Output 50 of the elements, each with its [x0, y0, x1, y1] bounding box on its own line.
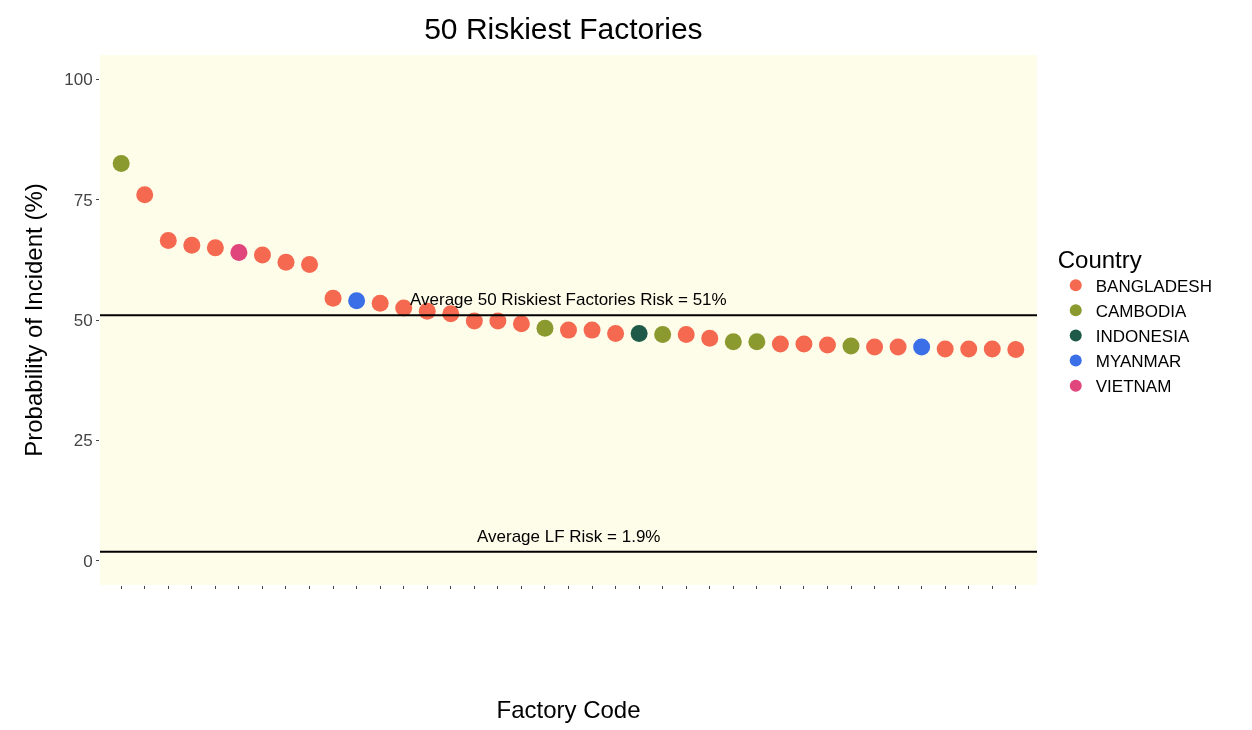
point — [206, 239, 224, 257]
point — [1007, 340, 1025, 358]
point — [112, 154, 130, 172]
point — [183, 236, 201, 254]
point — [348, 292, 366, 310]
ref-line-label: Average LF Risk = 1.9% — [477, 527, 661, 546]
legend-label: VIETNAM — [1095, 377, 1172, 397]
point — [677, 325, 695, 343]
point — [136, 186, 154, 204]
point — [724, 333, 742, 351]
point — [536, 319, 554, 337]
point — [889, 338, 907, 356]
point — [866, 338, 884, 356]
point — [795, 335, 813, 353]
point — [230, 244, 248, 262]
point — [842, 337, 860, 355]
legend-label: CAMBODIA — [1095, 301, 1188, 321]
point — [277, 253, 295, 271]
legend-title: Country — [1057, 245, 1142, 273]
point — [607, 324, 625, 342]
y-tick-label: 0 — [83, 551, 93, 571]
chart-title: 50 Riskiest Factories — [424, 12, 703, 46]
point — [583, 321, 601, 339]
point — [936, 340, 954, 358]
y-tick-label: 25 — [73, 431, 93, 451]
point — [748, 333, 766, 351]
point — [630, 324, 648, 342]
point — [983, 340, 1001, 358]
point — [913, 338, 931, 356]
point — [960, 340, 978, 358]
point — [159, 232, 177, 249]
point — [253, 246, 271, 264]
point — [654, 325, 672, 343]
point — [701, 329, 719, 347]
x-axis-title: Factory Code — [496, 695, 641, 723]
y-tick-label: 50 — [73, 310, 93, 330]
point — [560, 321, 577, 339]
point — [301, 256, 319, 274]
ref-line-label: Average 50 Riskiest Factories Risk = 51% — [410, 290, 727, 309]
point — [771, 335, 789, 353]
legend-label: INDONESIA — [1095, 327, 1190, 347]
y-tick-label: 100 — [64, 70, 93, 90]
legend-label: MYANMAR — [1095, 352, 1182, 372]
point — [512, 315, 530, 333]
point — [818, 336, 836, 354]
legend-label: BANGLADESH — [1095, 276, 1212, 296]
point — [324, 289, 342, 307]
y-tick-label: 75 — [73, 190, 93, 210]
point — [371, 294, 389, 312]
y-axis-title: Probability of Incident (%) — [20, 183, 47, 457]
